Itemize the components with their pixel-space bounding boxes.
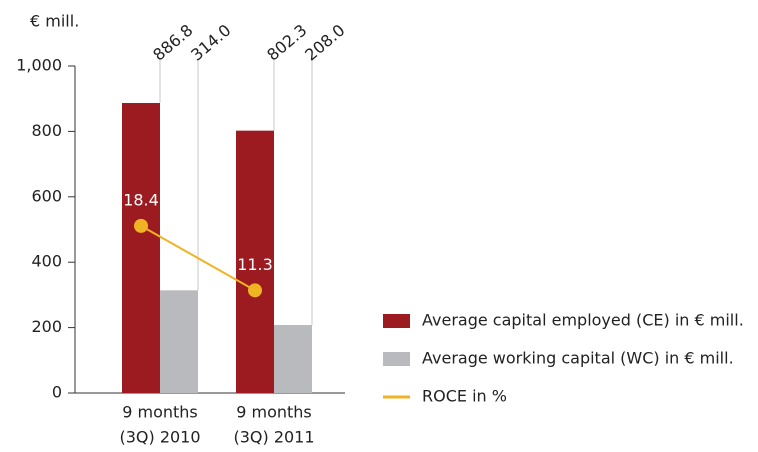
y-tick-label: 800 [31,121,62,140]
line-point [134,218,148,233]
legend-label: Average working capital (WC) in € mill. [422,349,734,368]
bar [236,130,274,394]
x-tick-label: (3Q) 2011 [233,428,314,447]
x-tick-label: 9 months [236,403,312,422]
line [140,224,256,292]
value-label: 802.3 [263,21,310,65]
legend-swatch [383,395,410,399]
y-tick-label: 1,000 [16,56,62,75]
y-tick-label: 600 [31,186,62,205]
bar [160,290,198,393]
legend-label: Average capital employed (CE) in € mill. [422,311,744,330]
legend-label: ROCE in % [422,387,507,406]
y-unit-label: € mill. [30,12,79,31]
value-label: 886.8 [149,21,196,65]
y-tick-label: 200 [31,317,62,336]
y-tick-label: 400 [31,252,62,271]
bar [122,103,160,393]
point-label: 11.3 [237,255,273,274]
legend-swatch [383,352,410,366]
x-tick-label: (3Q) 2010 [119,428,200,447]
y-tick-label: 0 [52,383,62,402]
value-label: 314.0 [187,21,234,65]
value-label: 208.0 [301,21,348,65]
x-tick-label: 9 months [122,403,198,422]
point-label: 18.4 [123,190,159,209]
line-point [248,283,262,298]
legend-swatch [383,314,410,328]
bar [274,324,312,393]
